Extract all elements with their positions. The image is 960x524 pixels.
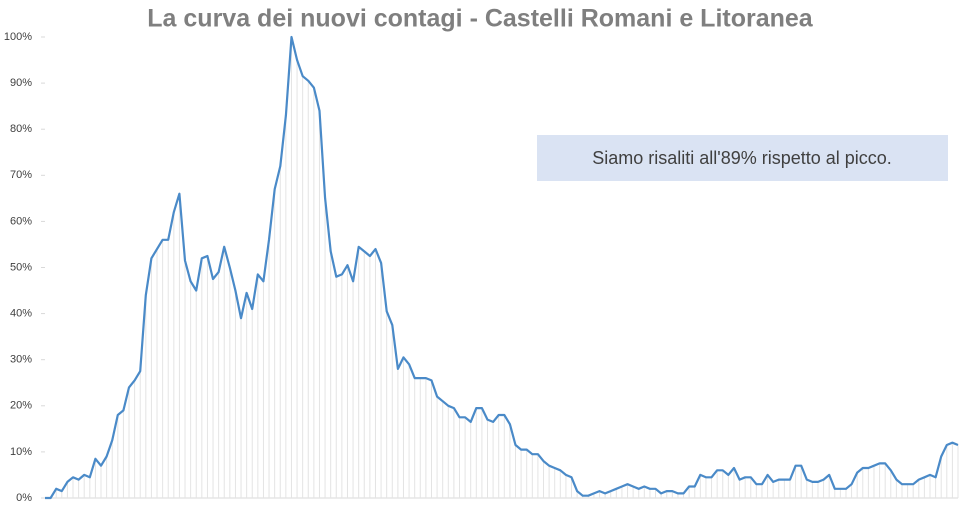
y-tick-label: 60% [10, 215, 32, 227]
y-tick-label: 80% [10, 123, 32, 135]
y-tick-label: 70% [10, 169, 32, 181]
y-tick-label: 100% [4, 31, 32, 43]
y-tick-label: 50% [10, 261, 32, 273]
y-tick-label: 10% [10, 446, 32, 458]
chart-title: La curva dei nuovi contagi - Castelli Ro… [147, 5, 814, 33]
series-line [45, 35, 959, 500]
y-tick-label: 0% [16, 492, 32, 504]
y-tick-label: 20% [10, 400, 32, 412]
y-tick-label: 40% [10, 308, 32, 320]
y-tick-label: 30% [10, 354, 32, 366]
annotation: Siamo risaliti all'89% rispetto al picco… [592, 148, 892, 168]
annotation-box [537, 135, 948, 181]
y-tick-label: 90% [10, 77, 32, 89]
